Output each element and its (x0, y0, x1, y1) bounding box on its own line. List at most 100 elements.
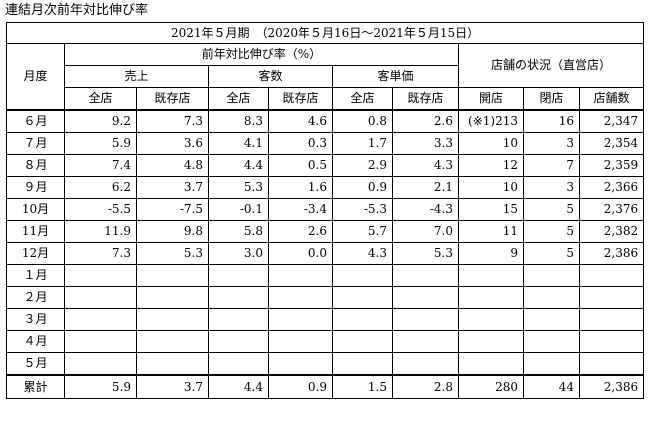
sales-header: 売上 (64, 65, 209, 88)
price-existing-cell: 5.3 (392, 242, 459, 265)
group-header-row: 月度 前年対比伸び率（%） 店舗の状況（直営店） (6, 43, 645, 111)
opened-header: 開店 (458, 87, 524, 111)
month-cell: １月 (6, 264, 65, 287)
customers-all-cell: 4.4 (208, 154, 269, 177)
closed-cell: 7 (523, 154, 580, 177)
price-existing-cell: 2.8 (392, 374, 459, 399)
sales-all-cell (64, 352, 137, 376)
customers-all-cell (208, 352, 269, 376)
closed-cell: 5 (523, 242, 580, 265)
sales-all-cell: 5.9 (64, 374, 137, 399)
closed-cell (523, 264, 580, 287)
closed-cell: 3 (523, 176, 580, 199)
price-existing-cell (392, 352, 459, 376)
customers-all-cell (208, 308, 269, 331)
sales-existing-cell (136, 352, 209, 376)
table-row: ７月 5.9 3.6 4.1 0.3 1.7 3.3 10 3 2,354 (6, 132, 645, 155)
customers-existing-cell: 2.6 (268, 220, 333, 243)
price-existing-cell: 2.1 (392, 176, 459, 199)
monthly-growth-table: 2021年５月期 （2020年５月16日～2021年５月15日） 月度 前年対比… (5, 22, 645, 399)
table-row: ５月 (6, 352, 645, 376)
price-existing-cell: -4.3 (392, 198, 459, 221)
period-label: 2021年５月期 （2020年５月16日～2021年５月15日） (5, 22, 645, 44)
sales-all-stores-header: 全店 (64, 87, 137, 111)
customers-all-cell: 4.1 (208, 132, 269, 155)
sales-existing-cell: 4.8 (136, 154, 209, 177)
month-cell: ７月 (6, 132, 65, 155)
closed-cell: 44 (523, 374, 580, 399)
sales-existing-cell: 5.3 (136, 242, 209, 265)
opened-cell: 280 (458, 374, 524, 399)
month-cell: 10月 (6, 198, 65, 221)
closed-cell (523, 352, 580, 376)
sales-existing-cell: 3.7 (136, 176, 209, 199)
month-cell: ５月 (6, 352, 65, 376)
price-existing-cell: 7.0 (392, 220, 459, 243)
table-row: ９月 6.2 3.7 5.3 1.6 0.9 2.1 10 3 2,366 (6, 176, 645, 199)
price-existing-stores-header: 既存店 (392, 87, 459, 111)
customers-all-cell: 4.4 (208, 374, 269, 399)
sales-all-cell: 5.9 (64, 132, 137, 155)
table-row: 10月 -5.5 -7.5 -0.1 -3.4 -5.3 -4.3 15 5 2,376 (6, 198, 645, 221)
month-cell: ６月 (6, 109, 65, 133)
month-header: 月度 (6, 43, 65, 111)
month-cell: 12月 (6, 242, 65, 265)
price-all-cell: 2.9 (332, 154, 393, 177)
customers-existing-cell: -3.4 (268, 198, 333, 221)
price-existing-cell: 4.3 (392, 154, 459, 177)
customers-existing-cell: 0.3 (268, 132, 333, 155)
opened-cell (458, 264, 524, 287)
month-cell: ３月 (6, 308, 65, 331)
period-header-row: 2021年５月期 （2020年５月16日～2021年５月15日） (5, 22, 645, 44)
customers-existing-stores-header: 既存店 (268, 87, 333, 111)
price-all-cell (332, 286, 393, 309)
sales-existing-cell: 3.7 (136, 374, 209, 399)
closed-cell (523, 308, 580, 331)
store-count-cell (578, 264, 645, 287)
customers-existing-cell (268, 264, 333, 287)
store-count-cell (578, 330, 645, 353)
store-count-cell: 2,386 (578, 374, 645, 399)
closed-header: 閉店 (523, 87, 580, 111)
opened-cell (458, 330, 524, 353)
metric-header-row: 売上 客数 客単価 (7, 65, 644, 88)
customers-all-cell: 8.3 (208, 109, 269, 133)
sales-existing-cell: 3.6 (136, 132, 209, 155)
sales-all-cell: 6.2 (64, 176, 137, 199)
month-cell: 累計 (6, 374, 65, 399)
sales-existing-cell: -7.5 (136, 198, 209, 221)
sales-all-cell: 9.2 (64, 109, 137, 133)
table-row: 12月 7.3 5.3 3.0 0.0 4.3 5.3 9 5 2,386 (6, 242, 645, 265)
price-all-cell: 1.7 (332, 132, 393, 155)
price-all-cell: 5.7 (332, 220, 393, 243)
closed-cell: 3 (523, 132, 580, 155)
sales-all-cell (64, 308, 137, 331)
total-row: 累計 5.9 3.7 4.4 0.9 1.5 2.8 280 44 2,386 (6, 374, 645, 399)
customers-all-stores-header: 全店 (208, 87, 269, 111)
store-count-header: 店舗数 (578, 87, 645, 111)
growth-rate-header: 前年対比伸び率（%） (64, 43, 459, 66)
store-count-cell: 2,382 (578, 220, 645, 243)
price-existing-cell (392, 308, 459, 331)
closed-cell (523, 330, 580, 353)
price-existing-cell (392, 286, 459, 309)
table-row: ３月 (6, 308, 645, 331)
table-row: ８月 7.4 4.8 4.4 0.5 2.9 4.3 12 7 2,359 (6, 154, 645, 177)
sales-existing-cell: 7.3 (136, 109, 209, 133)
customers-all-cell (208, 264, 269, 287)
price-existing-cell (392, 264, 459, 287)
store-count-cell: 2,354 (578, 132, 645, 155)
price-all-cell (332, 352, 393, 376)
month-cell: ２月 (6, 286, 65, 309)
price-existing-cell: 3.3 (392, 132, 459, 155)
opened-cell: 10 (458, 132, 524, 155)
store-count-cell: 2,359 (578, 154, 645, 177)
table-row: ４月 (6, 330, 645, 353)
month-cell: 11月 (6, 220, 65, 243)
closed-cell (523, 286, 580, 309)
sales-all-cell (64, 286, 137, 309)
customers-all-cell: -0.1 (208, 198, 269, 221)
table-row: ６月 9.2 7.3 8.3 4.6 0.8 2.6 (※1)213 16 2,347 (6, 109, 645, 133)
customers-existing-cell: 1.6 (268, 176, 333, 199)
price-all-cell: 4.3 (332, 242, 393, 265)
